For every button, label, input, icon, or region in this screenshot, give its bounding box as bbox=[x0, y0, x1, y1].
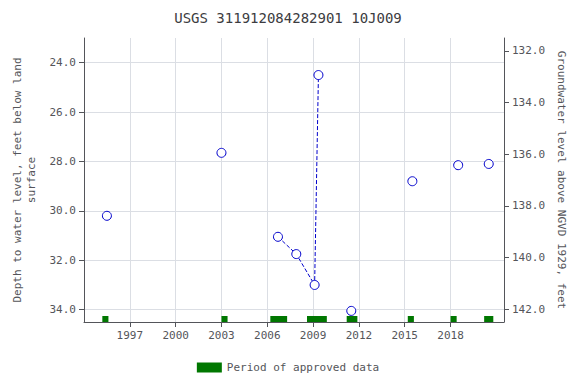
svg-text:134.0: 134.0 bbox=[512, 96, 545, 109]
svg-text:28.0: 28.0 bbox=[50, 155, 77, 168]
svg-text:2006: 2006 bbox=[254, 329, 281, 342]
svg-text:surface: surface bbox=[25, 157, 38, 203]
svg-text:2000: 2000 bbox=[162, 329, 189, 342]
svg-text:132.0: 132.0 bbox=[512, 44, 545, 57]
svg-text:136.0: 136.0 bbox=[512, 148, 545, 161]
svg-text:30.0: 30.0 bbox=[50, 204, 77, 217]
svg-text:34.0: 34.0 bbox=[50, 303, 77, 316]
svg-text:26.0: 26.0 bbox=[50, 106, 77, 119]
svg-text:24.0: 24.0 bbox=[50, 56, 77, 69]
svg-text:32.0: 32.0 bbox=[50, 254, 77, 267]
svg-text:140.0: 140.0 bbox=[512, 251, 545, 264]
svg-text:2012: 2012 bbox=[346, 329, 373, 342]
svg-text:USGS 311912084282901 10J009: USGS 311912084282901 10J009 bbox=[174, 10, 402, 26]
svg-text:Depth to water level, feet bel: Depth to water level, feet below land bbox=[11, 57, 24, 302]
svg-text:142.0: 142.0 bbox=[512, 303, 545, 316]
svg-text:Period of approved data: Period of approved data bbox=[227, 361, 379, 374]
svg-text:2018: 2018 bbox=[437, 329, 464, 342]
svg-text:1997: 1997 bbox=[117, 329, 144, 342]
svg-text:2003: 2003 bbox=[208, 329, 235, 342]
svg-text:2009: 2009 bbox=[300, 329, 327, 342]
svg-text:138.0: 138.0 bbox=[512, 199, 545, 212]
svg-text:2015: 2015 bbox=[391, 329, 418, 342]
svg-text:Groundwater level above NGVD 1: Groundwater level above NGVD 1929, feet bbox=[555, 51, 568, 309]
